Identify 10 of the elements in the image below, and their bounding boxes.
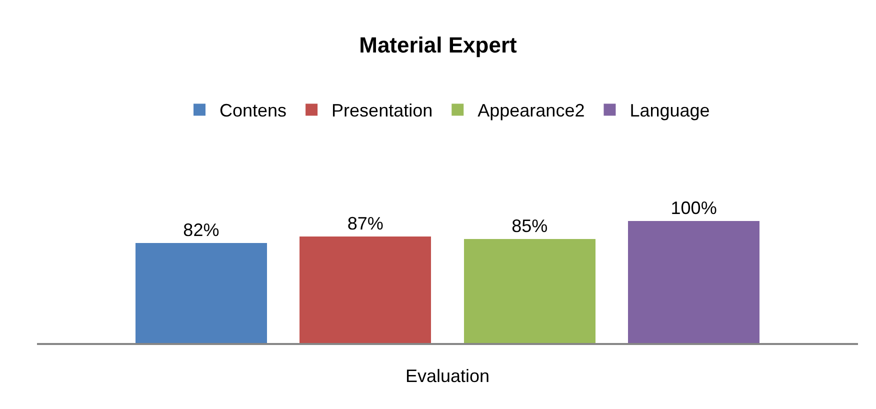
legend-label: Language [630,100,710,121]
legend-label: Appearance2 [478,100,585,121]
chart-title: Material Expert [359,32,518,58]
data-label: 82% [183,220,220,240]
legend-label: Presentation [332,100,433,121]
data-label: 100% [670,198,717,218]
x-axis-title: Evaluation [405,366,490,386]
legend-label: Contens [220,100,287,121]
data-label: 85% [512,216,548,236]
data-label: 87% [347,214,384,234]
